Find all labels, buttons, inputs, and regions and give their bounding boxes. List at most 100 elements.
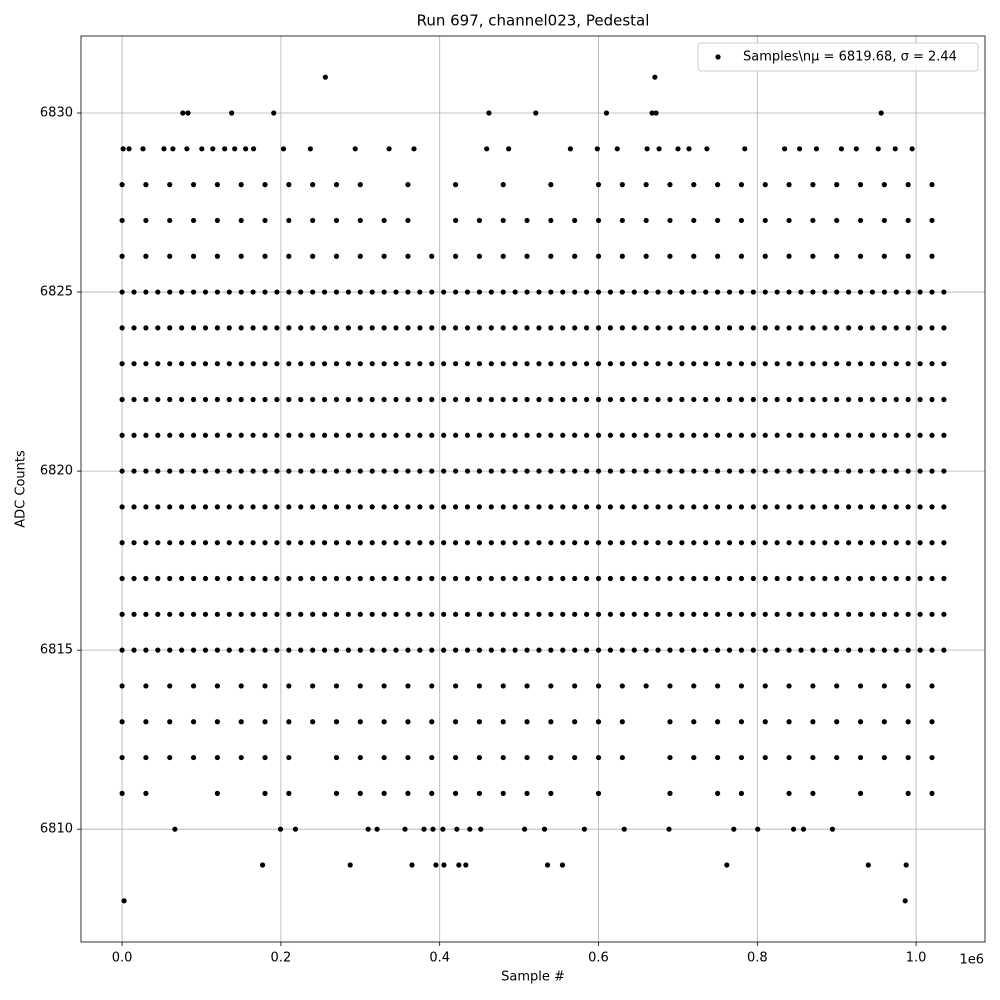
sample-point	[452, 719, 459, 725]
sample-point	[560, 575, 566, 582]
sample-point	[533, 110, 539, 116]
sample-point	[131, 540, 137, 546]
sample-point	[567, 146, 573, 152]
sample-point	[226, 504, 232, 510]
sample-point	[607, 361, 614, 367]
sample-point	[500, 504, 506, 510]
sample-point	[583, 504, 590, 510]
sample-point	[691, 647, 697, 653]
sample-point	[131, 647, 137, 653]
sample-point	[238, 289, 244, 295]
sample-point	[655, 468, 661, 474]
sample-point	[310, 504, 316, 510]
sample-point	[572, 325, 578, 331]
sample-point	[822, 575, 828, 582]
sample-point	[262, 289, 268, 295]
sample-point	[345, 432, 351, 438]
sample-point	[715, 540, 721, 546]
sample-point	[560, 504, 566, 510]
sample-point	[190, 683, 197, 689]
sample-point	[452, 575, 459, 582]
sample-point	[286, 361, 292, 367]
sample-point	[691, 217, 697, 224]
sample-point	[429, 683, 435, 689]
sample-point	[500, 289, 506, 295]
sample-point	[524, 647, 530, 653]
sample-point	[726, 575, 733, 582]
sample-point	[271, 110, 277, 116]
y-tick-label: 6825	[40, 285, 73, 300]
sample-point	[631, 468, 637, 474]
sample-point	[405, 754, 411, 761]
sample-point	[679, 289, 685, 295]
sample-point	[834, 719, 840, 725]
sample-point	[286, 504, 292, 510]
sample-point	[345, 396, 351, 403]
sample-point	[881, 468, 887, 474]
sample-point	[917, 361, 923, 367]
legend-marker	[715, 54, 721, 60]
sample-point	[119, 575, 125, 582]
sample-point	[667, 396, 673, 403]
sample-point	[179, 396, 185, 403]
sample-point	[679, 575, 685, 582]
sample-point	[572, 504, 578, 510]
sample-point	[405, 790, 411, 796]
sample-point	[909, 146, 915, 152]
sample-point	[786, 468, 792, 474]
sample-point	[333, 289, 340, 295]
sample-point	[374, 826, 380, 832]
sample-point	[800, 826, 807, 832]
sample-point	[643, 253, 649, 259]
sample-point	[369, 325, 375, 331]
sample-point	[167, 719, 173, 725]
sample-point	[452, 540, 459, 546]
sample-point	[512, 647, 518, 653]
sample-point	[715, 289, 721, 295]
sample-point	[762, 182, 768, 188]
sample-point	[262, 683, 268, 689]
sample-point	[798, 396, 804, 403]
sample-point	[829, 826, 836, 832]
sample-point	[762, 468, 768, 474]
y-tick-label: 6830	[40, 105, 73, 120]
sample-point	[167, 575, 173, 582]
sample-point	[190, 754, 197, 761]
sample-point	[167, 325, 173, 331]
sample-point	[202, 468, 209, 474]
sample-point	[286, 253, 292, 259]
sample-point	[262, 182, 268, 188]
sample-point	[333, 253, 340, 259]
sample-point	[857, 217, 864, 224]
sample-point	[846, 325, 852, 331]
sample-point	[703, 504, 709, 510]
sample-point	[822, 289, 828, 295]
sample-point	[286, 396, 292, 403]
sample-point	[631, 540, 637, 546]
sample-point	[488, 575, 494, 582]
sample-point	[631, 396, 637, 403]
sample-point	[512, 289, 518, 295]
x-tick-label: 0.2	[271, 951, 292, 966]
sample-point	[893, 325, 899, 331]
sample-point	[179, 647, 185, 653]
sample-point	[488, 432, 494, 438]
sample-point	[834, 540, 840, 546]
sample-point	[715, 361, 721, 367]
sample-point	[119, 683, 125, 689]
sample-point	[703, 647, 709, 653]
sample-point	[238, 540, 244, 546]
sample-point	[393, 647, 399, 653]
sample-point	[441, 862, 447, 868]
sample-point	[119, 253, 125, 259]
sample-point	[143, 575, 149, 582]
sample-point	[286, 289, 292, 295]
sample-point	[143, 611, 149, 617]
sample-point	[250, 647, 256, 653]
sample-point	[607, 396, 614, 403]
sample-point	[274, 325, 280, 331]
sample-point	[691, 754, 697, 761]
sample-point	[202, 325, 209, 331]
sample-point	[619, 719, 625, 725]
sample-point	[238, 361, 244, 367]
